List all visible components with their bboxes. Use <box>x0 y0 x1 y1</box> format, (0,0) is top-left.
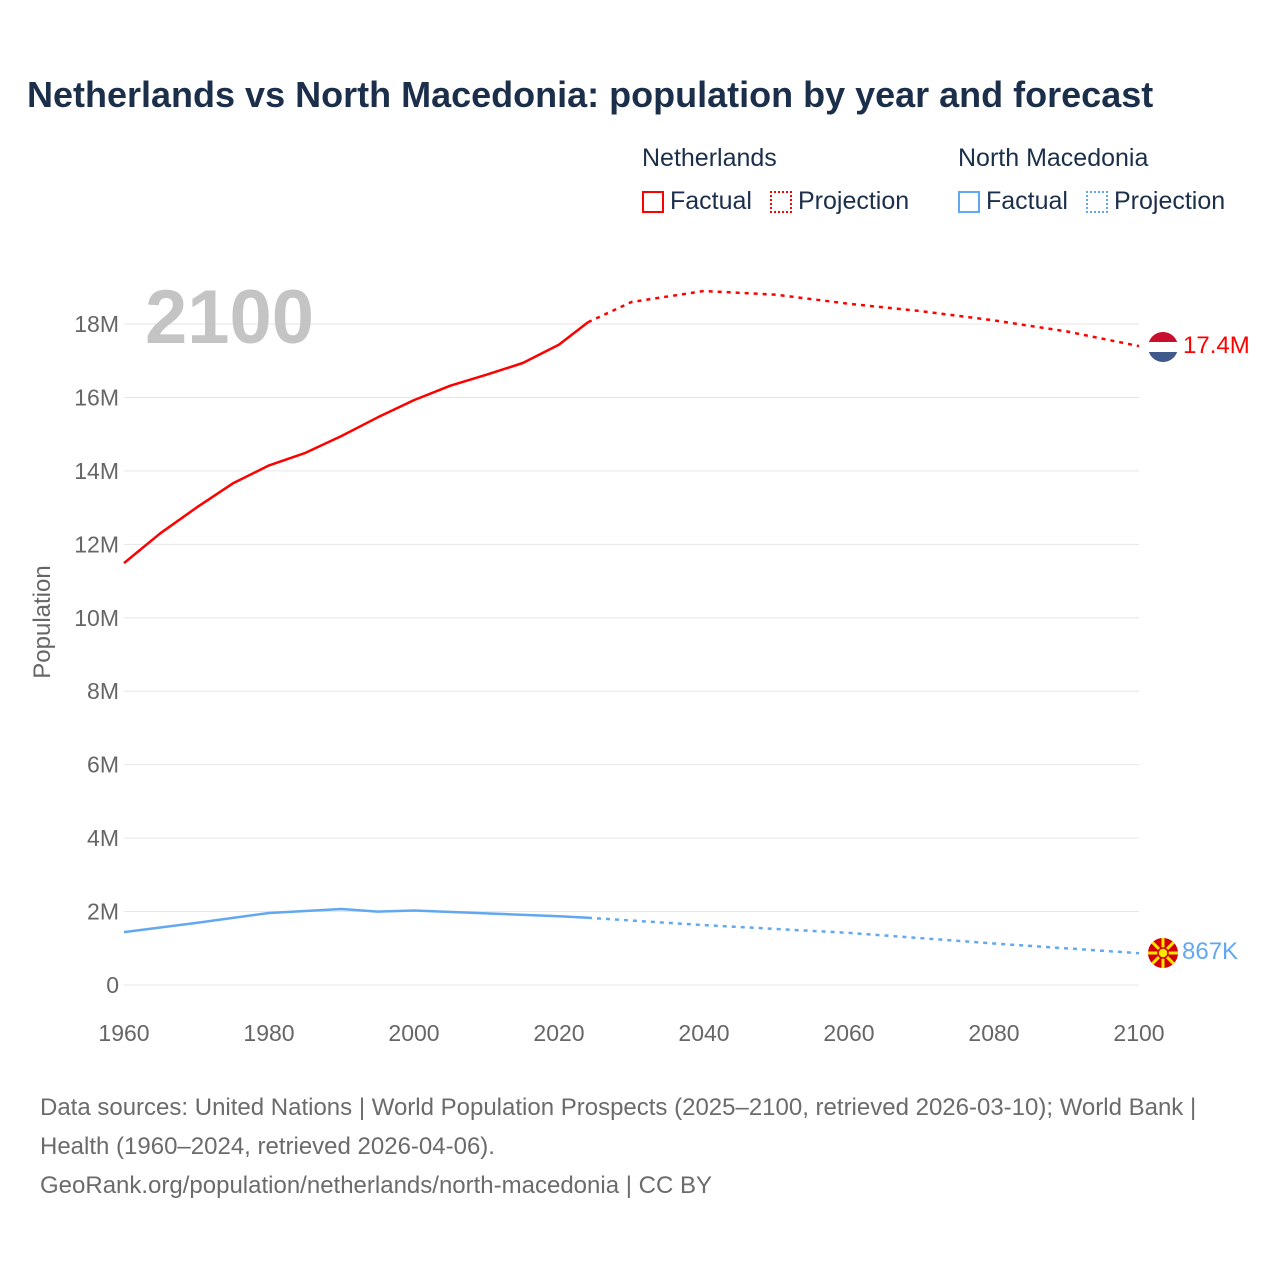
x-tick-label: 2060 <box>823 1020 874 1046</box>
x-tick-label: 2000 <box>388 1020 439 1046</box>
legend-swatch <box>642 190 664 213</box>
netherlands-flag-icon <box>1148 332 1178 362</box>
x-tick-label: 1960 <box>98 1020 149 1046</box>
y-tick-label: 12M <box>74 531 119 557</box>
y-tick-label: 10M <box>74 605 119 631</box>
netherlands-end-label: 17.4M <box>1183 332 1250 359</box>
source-text: Data sources: United Nations | World Pop… <box>40 1094 1197 1160</box>
y-tick-label: 8M <box>87 678 119 704</box>
legend-swatch <box>958 190 980 213</box>
x-tick-label: 2020 <box>533 1020 584 1046</box>
north-macedonia-flag-icon <box>1148 938 1178 968</box>
legend-title: North Macedonia <box>958 144 1149 172</box>
north-macedonia-end-label: 867K <box>1182 938 1238 965</box>
x-tick-label: 2040 <box>678 1020 729 1046</box>
y-tick-label: 2M <box>87 899 119 925</box>
legend-netherlands: Netherlands Factual Projection <box>642 144 909 216</box>
source-note: Data sources: United Nations | World Pop… <box>40 1088 1240 1205</box>
x-tick-label: 1980 <box>243 1020 294 1046</box>
legend-label: Factual <box>986 187 1068 215</box>
north-macedonia-projection-line <box>587 916 1140 955</box>
plot-area: 0 2M 4M 6M 8M 10M 12M 14M 16M 18M 1960 1980 2000 2020… <box>29 275 1250 1046</box>
y-tick-label: 0 <box>106 972 119 998</box>
y-tick-label: 6M <box>87 752 119 778</box>
y-axis-label: Population <box>29 565 56 678</box>
legend-swatch <box>769 190 792 213</box>
legend-item-factual[interactable]: Factual <box>958 187 1068 216</box>
y-tick-label: 18M <box>74 311 119 337</box>
legend-title: Netherlands <box>642 144 777 172</box>
x-tick-label: 2080 <box>968 1020 1019 1046</box>
chart-title: Netherlands vs North Macedonia: populati… <box>27 74 1154 115</box>
y-tick-label: 4M <box>87 825 119 851</box>
legend-label: Projection <box>797 187 910 215</box>
legend-label: Projection <box>1113 187 1226 215</box>
year-label: 2100 <box>145 275 314 360</box>
y-tick-label: 16M <box>74 384 119 410</box>
legend-label: Factual <box>670 187 752 215</box>
legend-item-projection[interactable]: Projection <box>1085 187 1226 216</box>
x-tick-label: 2100 <box>1113 1020 1164 1046</box>
netherlands-projection-line <box>587 289 1140 348</box>
legend-item-projection[interactable]: Projection <box>769 187 910 216</box>
north-macedonia-factual-line <box>123 907 589 934</box>
legend-north-macedonia: North Macedonia Factual Projection <box>958 144 1225 216</box>
source-link[interactable]: GeoRank.org/population/netherlands/north… <box>40 1172 712 1199</box>
legend-swatch <box>1085 190 1108 213</box>
legend-item-factual[interactable]: Factual <box>642 187 752 216</box>
netherlands-factual-line <box>123 321 589 565</box>
y-tick-label: 14M <box>74 458 119 484</box>
